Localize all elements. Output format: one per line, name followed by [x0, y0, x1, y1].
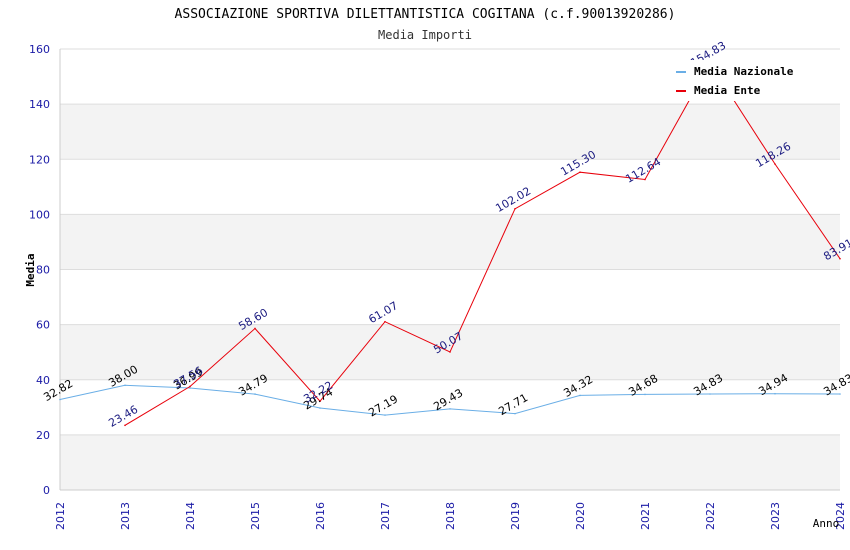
legend-label: Media Nazionale	[694, 65, 794, 78]
data-point	[319, 400, 321, 402]
data-point	[514, 208, 516, 210]
x-axis-ticks: 2012 2013 2014 2015 2016 2017 2018 2019 2020 2021…	[54, 502, 847, 530]
y-tick-label: 20	[36, 429, 50, 442]
y-tick-label: 80	[36, 264, 50, 277]
axes	[59, 49, 840, 491]
data-point	[514, 412, 516, 415]
y-tick-label: 160	[29, 43, 50, 56]
x-tick-label: 2019	[509, 502, 522, 530]
data-point	[579, 171, 581, 174]
data-point	[189, 385, 191, 388]
data-label: 102.02	[493, 185, 533, 216]
x-tick-label: 2024	[834, 502, 847, 530]
data-label: 61.07	[366, 299, 400, 326]
y-axis-label: Media	[24, 253, 37, 286]
x-tick-label: 2021	[639, 502, 652, 530]
data-point	[319, 407, 321, 409]
data-point	[189, 387, 191, 389]
x-tick-label: 2015	[249, 502, 262, 530]
data-point	[644, 178, 646, 181]
plot-band	[60, 104, 840, 160]
data-point	[774, 163, 776, 165]
data-point	[579, 394, 581, 397]
data-label: 27.19	[366, 393, 400, 420]
y-tick-label: 0	[43, 484, 50, 497]
data-point	[839, 393, 841, 395]
x-tick-label: 2013	[119, 502, 132, 530]
x-axis-label: Anno	[813, 517, 840, 530]
y-tick-label: 100	[29, 208, 50, 221]
y-axis-ticks: 0 20 40 60 80 100 120 140 160	[29, 43, 50, 497]
data-point	[449, 351, 451, 353]
chart-title: ASSOCIAZIONE SPORTIVA DILETTANTISTICA CO…	[175, 7, 676, 22]
data-point	[254, 327, 256, 330]
data-point	[59, 398, 61, 401]
data-point	[124, 424, 126, 427]
data-label: 27.71	[496, 391, 530, 418]
x-tick-label: 2018	[444, 502, 457, 530]
y-tick-label: 140	[29, 98, 50, 111]
legend-label: Media Ente	[694, 84, 761, 97]
data-point	[774, 392, 776, 395]
y-tick-label: 120	[29, 153, 50, 166]
x-tick-label: 2014	[184, 502, 197, 530]
y-tick-label: 40	[36, 374, 50, 387]
data-point	[644, 393, 646, 396]
plot-band	[60, 214, 840, 270]
plot-background	[60, 104, 840, 490]
data-label: 23.46	[106, 403, 140, 430]
x-tick-label: 2020	[574, 502, 587, 530]
data-point	[384, 320, 386, 323]
x-tick-label: 2022	[704, 502, 717, 530]
chart-subtitle: Media Importi	[378, 28, 472, 42]
x-tick-label: 2016	[314, 502, 327, 530]
data-point	[124, 384, 126, 387]
y-tick-label: 60	[36, 319, 50, 332]
data-point	[839, 257, 841, 260]
plot-band	[60, 434, 840, 490]
legend: Media Nazionale Media Ente	[670, 60, 809, 101]
data-point	[254, 393, 256, 395]
data-point	[449, 408, 451, 410]
x-tick-label: 2012	[54, 502, 67, 530]
legend-box	[670, 60, 809, 101]
data-point	[384, 414, 386, 416]
x-tick-label: 2017	[379, 502, 392, 530]
data-point	[709, 393, 711, 395]
data-label: 112.64	[623, 155, 663, 186]
x-tick-label: 2023	[769, 502, 782, 530]
